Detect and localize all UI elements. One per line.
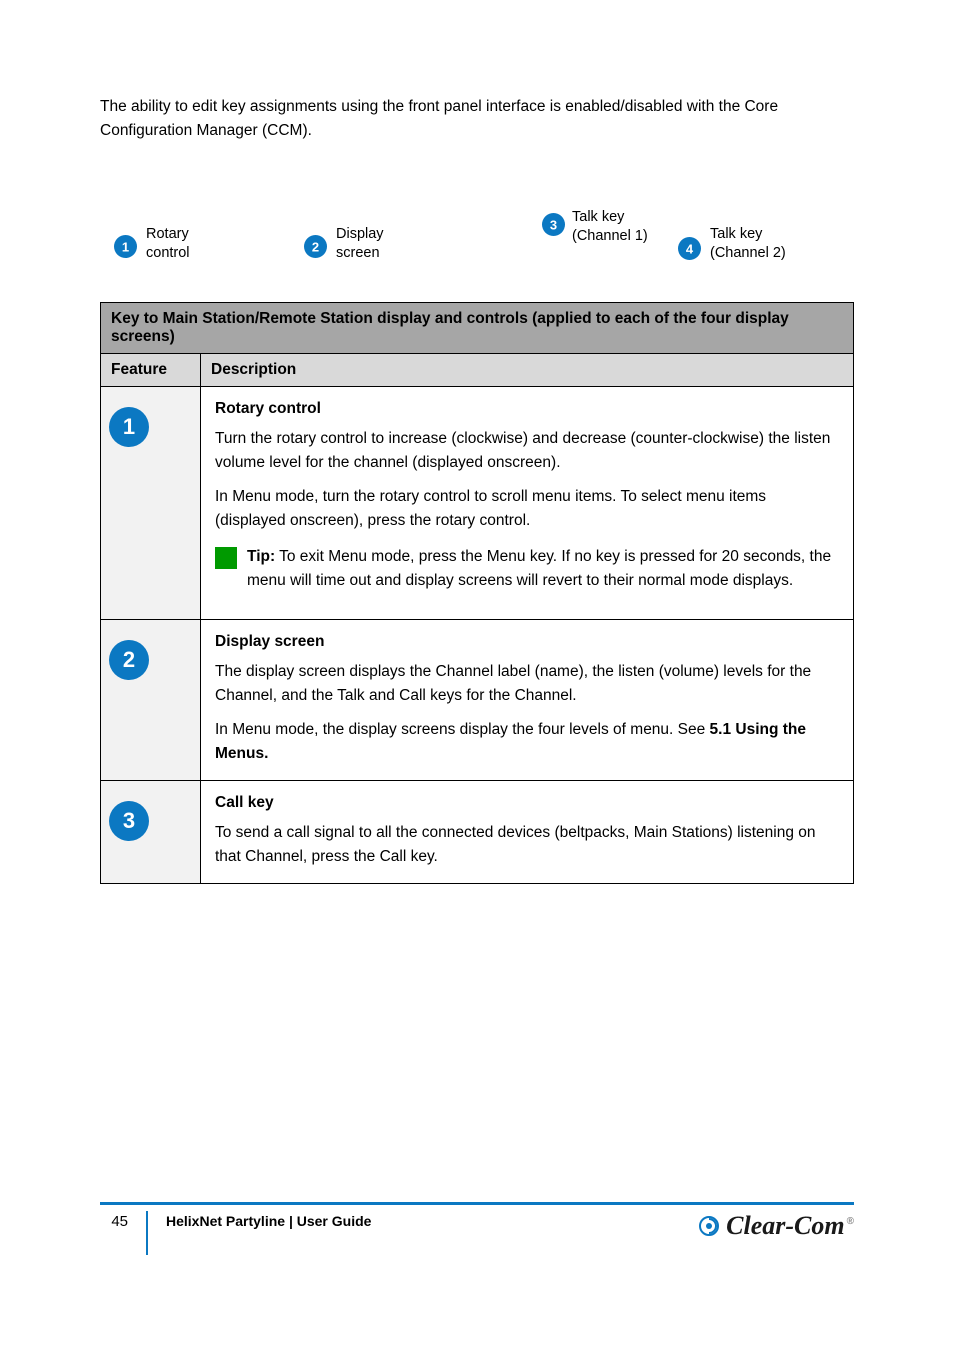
feature-number-badge: 2 bbox=[109, 640, 149, 680]
diagram-marker-4: 4 bbox=[678, 237, 701, 260]
row-paragraph: The display screen displays the Channel … bbox=[215, 660, 839, 708]
feature-cell: 2 bbox=[101, 620, 201, 781]
col-header-description: Description bbox=[201, 354, 854, 387]
diagram-label-2: Display screen bbox=[336, 225, 384, 263]
row-title: Display screen bbox=[215, 630, 839, 654]
row-paragraph: In Menu mode, turn the rotary control to… bbox=[215, 485, 839, 533]
diagram-marker-1: 1 bbox=[114, 235, 137, 258]
table-row: 1 Rotary control Turn the rotary control… bbox=[101, 387, 854, 620]
brand-mark-icon bbox=[698, 1215, 720, 1237]
footer-rule bbox=[100, 1202, 854, 1205]
row-paragraph: Turn the rotary control to increase (clo… bbox=[215, 427, 839, 475]
feature-table: Key to Main Station/Remote Station displ… bbox=[100, 302, 854, 884]
description-cell: Call key To send a call signal to all th… bbox=[201, 781, 854, 884]
diagram-label-4: Talk key (Channel 2) bbox=[710, 225, 786, 263]
description-cell: Rotary control Turn the rotary control t… bbox=[201, 387, 854, 620]
intro-text: The ability to edit key assignments usin… bbox=[100, 95, 854, 143]
row-title: Rotary control bbox=[215, 397, 839, 421]
col-header-feature: Feature bbox=[101, 354, 201, 387]
tip-block: Tip:To exit Menu mode, press the Menu ke… bbox=[215, 545, 839, 593]
diagram-label-3: Talk key (Channel 1) bbox=[572, 208, 648, 246]
tip-icon bbox=[215, 547, 237, 569]
table-title: Key to Main Station/Remote Station displ… bbox=[101, 303, 854, 354]
diagram-marker-2: 2 bbox=[304, 235, 327, 258]
row-paragraph: To send a call signal to all the connect… bbox=[215, 821, 839, 869]
feature-number-badge: 3 bbox=[109, 801, 149, 841]
row-title: Call key bbox=[215, 791, 839, 815]
diagram-marker-3: 3 bbox=[542, 213, 565, 236]
table-row: 2 Display screen The display screen disp… bbox=[101, 620, 854, 781]
page-number: 45 bbox=[100, 1211, 128, 1230]
description-cell: Display screen The display screen displa… bbox=[201, 620, 854, 781]
tip-text: To exit Menu mode, press the Menu key. I… bbox=[247, 548, 831, 589]
feature-number-badge: 1 bbox=[109, 407, 149, 447]
callout-diagram: 3 Talk key (Channel 1) 1 Rotary control … bbox=[100, 165, 820, 280]
diagram-label-1: Rotary control bbox=[146, 225, 190, 263]
page-footer: 45 HelixNet Partyline | User Guide Clear… bbox=[100, 1202, 854, 1255]
brand-logo: Clear-Com® bbox=[698, 1211, 854, 1241]
feature-cell: 3 bbox=[101, 781, 201, 884]
footer-divider bbox=[146, 1211, 148, 1255]
feature-cell: 1 bbox=[101, 387, 201, 620]
tip-label: Tip: bbox=[247, 548, 275, 565]
row-paragraph: In Menu mode, the display screens displa… bbox=[215, 718, 839, 766]
brand-name: Clear-Com® bbox=[726, 1211, 854, 1241]
footer-doc-title: HelixNet Partyline | User Guide bbox=[166, 1211, 371, 1231]
table-row: 3 Call key To send a call signal to all … bbox=[101, 781, 854, 884]
